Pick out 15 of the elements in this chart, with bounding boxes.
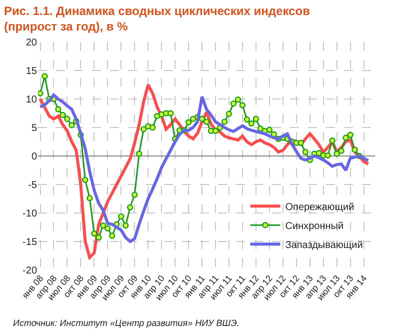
line-series (38, 83, 370, 259)
text: Источник: Институт «Центр развития» НИУ ВШЭ. (13, 318, 240, 328)
legend-label: Синхронный (285, 221, 344, 232)
y-tick-label: -15 (22, 237, 38, 248)
legend-label: Запаздывающий (285, 240, 363, 251)
y-tick-label: 15 (26, 66, 38, 77)
y-tick-label: 10 (26, 94, 38, 106)
y-tick-label: -5 (28, 180, 38, 191)
y-tick-label: -10 (22, 208, 38, 220)
y-tick-label: 5 (31, 123, 38, 134)
chart-title: Рис. 1.1. Динамика сводных циклических индексов (прирост за год), в % (4, 4, 310, 34)
y-tick-label: 0 (31, 152, 38, 162)
y-tick-label: 20 (26, 38, 38, 48)
y-tick-label: -20 (22, 266, 38, 276)
legend-label: Опережающий (285, 202, 354, 213)
